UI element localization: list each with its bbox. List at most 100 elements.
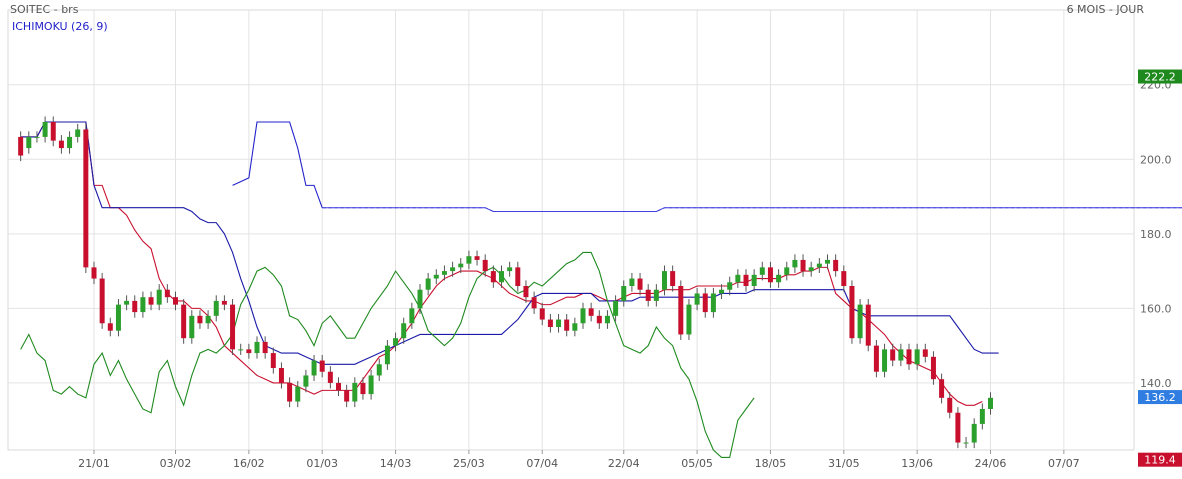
candle-body [947,397,953,413]
candle-body [213,300,219,316]
candle-body [360,382,366,395]
candle-body [645,289,651,301]
candle-body [930,356,936,380]
candle-body [401,323,407,339]
candle-body [466,256,472,264]
candle-body [531,297,537,309]
candle-body [678,286,684,335]
candle-body [767,267,773,283]
candle-body [148,297,154,305]
candle-body [384,345,390,365]
x-tick-label: 13/06 [901,457,933,470]
candle-body [580,308,586,324]
candle-body [18,136,24,156]
candle-body [311,360,317,376]
candle-body [433,274,439,279]
candle-body [694,293,700,305]
candle-body [173,297,178,305]
price-tag [1138,452,1182,467]
candle-body [971,423,977,443]
chart-period: 6 MOIS - JOUR [1066,3,1144,16]
candle-body [230,304,236,350]
candle-body [588,308,594,316]
candle-body [727,282,733,290]
candle-body [197,315,203,324]
candle-body [376,364,382,376]
candle-body [759,267,765,275]
candle-body [303,375,309,387]
candle-body [75,129,81,137]
candle-body [800,259,806,272]
candle-body [344,390,350,402]
y-tick-label: 200.0 [1140,153,1172,166]
candle-body [26,136,32,149]
candle-body [270,353,276,368]
candle-body [564,319,570,331]
candle-body [67,136,73,149]
candle-body [327,371,333,383]
candle-body [653,289,659,301]
senkou-span-b [322,207,1182,212]
candle-body [988,397,993,409]
candle-body [841,271,847,286]
candle-body [181,304,187,339]
candle-body [42,122,48,137]
candle-body [825,259,830,264]
kijun-projection-line [232,121,323,208]
x-tick-label: 31/05 [828,457,860,470]
x-tick-label: 05/05 [681,457,713,470]
candle-body [963,442,969,444]
candle-body [898,349,904,361]
candle-body [474,256,480,260]
candle-body [604,315,610,324]
candle-body [621,286,627,301]
candle-body [262,341,268,354]
candle-body [278,368,284,383]
candle-body [939,379,945,398]
candle-body [221,300,227,305]
candle-body [115,304,121,331]
candle-body [368,375,374,395]
candle-body [882,349,888,372]
x-tick-label: 25/03 [453,457,485,470]
candle-body [58,140,64,149]
x-tick-label: 22/04 [608,457,640,470]
candle-body [132,300,138,313]
candle-body [808,267,814,272]
chikou-span-line [20,251,755,459]
x-tick-label: 14/03 [380,457,412,470]
candle-body [857,304,863,339]
candle-body [816,263,822,268]
candle-body [50,122,56,141]
plot-frame [7,9,1135,451]
y-tick-label: 140.0 [1140,377,1172,390]
candle-body [482,259,488,272]
candle-body [499,271,504,283]
candle-body [547,319,553,327]
candle-body [523,286,529,298]
candle-body [490,271,496,283]
x-tick-label: 18/05 [755,457,787,470]
candle-body [719,289,725,294]
x-tick-label: 07/07 [1048,457,1080,470]
senkou-span-a [322,207,1182,212]
candle-body [710,293,716,313]
indicator-label: ICHIMOKU (26, 9) [12,20,108,33]
chart-title: SOITEC - brs [10,3,79,16]
candle-body [865,304,871,346]
candle-body [515,267,521,286]
candle-body [906,349,912,365]
price-tag [1138,69,1182,84]
candle-body [99,278,105,324]
kijun-sen-line [20,121,999,365]
x-tick-label: 21/01 [78,457,110,470]
candle-body [295,386,301,402]
candle-body [287,382,293,402]
candle-body [124,300,130,305]
candle-body [849,286,855,339]
candle-body [743,274,749,286]
candle-body [352,382,358,402]
candle-body [784,267,790,275]
